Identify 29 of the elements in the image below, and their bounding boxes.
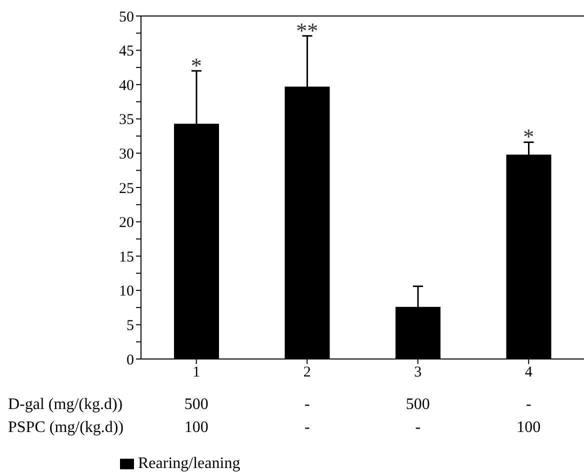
text: 100	[183, 419, 210, 437]
y-tick-label: 0	[126, 352, 134, 368]
annotation: *	[523, 124, 534, 150]
text: -	[414, 419, 422, 437]
x-tick-label: 2	[303, 364, 311, 381]
y-tick-label: 45	[119, 44, 134, 60]
text: PSPC (mg/(kg.d))	[8, 419, 124, 437]
y-tick-label: 35	[119, 112, 134, 128]
y-tick-label: 30	[119, 146, 134, 163]
y-tick-label: 25	[119, 180, 134, 197]
y-tick-label: 5	[126, 318, 134, 334]
annotation: *	[190, 52, 202, 78]
text: -	[303, 396, 311, 414]
x-tick-label: 1	[192, 364, 200, 381]
text: D-gal (mg/(kg.d))	[8, 396, 123, 414]
text: 500	[404, 396, 431, 414]
text: -	[303, 419, 311, 437]
text: 500	[183, 396, 210, 414]
x-tick-label: 4	[524, 364, 533, 381]
legend-label: Rearing/leaning	[138, 455, 240, 472]
y-tick-label: 10	[119, 284, 134, 300]
text: 100	[516, 419, 542, 437]
text: -	[524, 396, 532, 414]
annotation: **	[296, 18, 318, 43]
y-tick-label: 50	[119, 9, 134, 26]
y-tick-label: 40	[119, 78, 134, 94]
y-tick-label: 15	[119, 249, 134, 266]
x-tick-label: 3	[414, 364, 422, 381]
y-tick-label: 20	[119, 215, 134, 232]
